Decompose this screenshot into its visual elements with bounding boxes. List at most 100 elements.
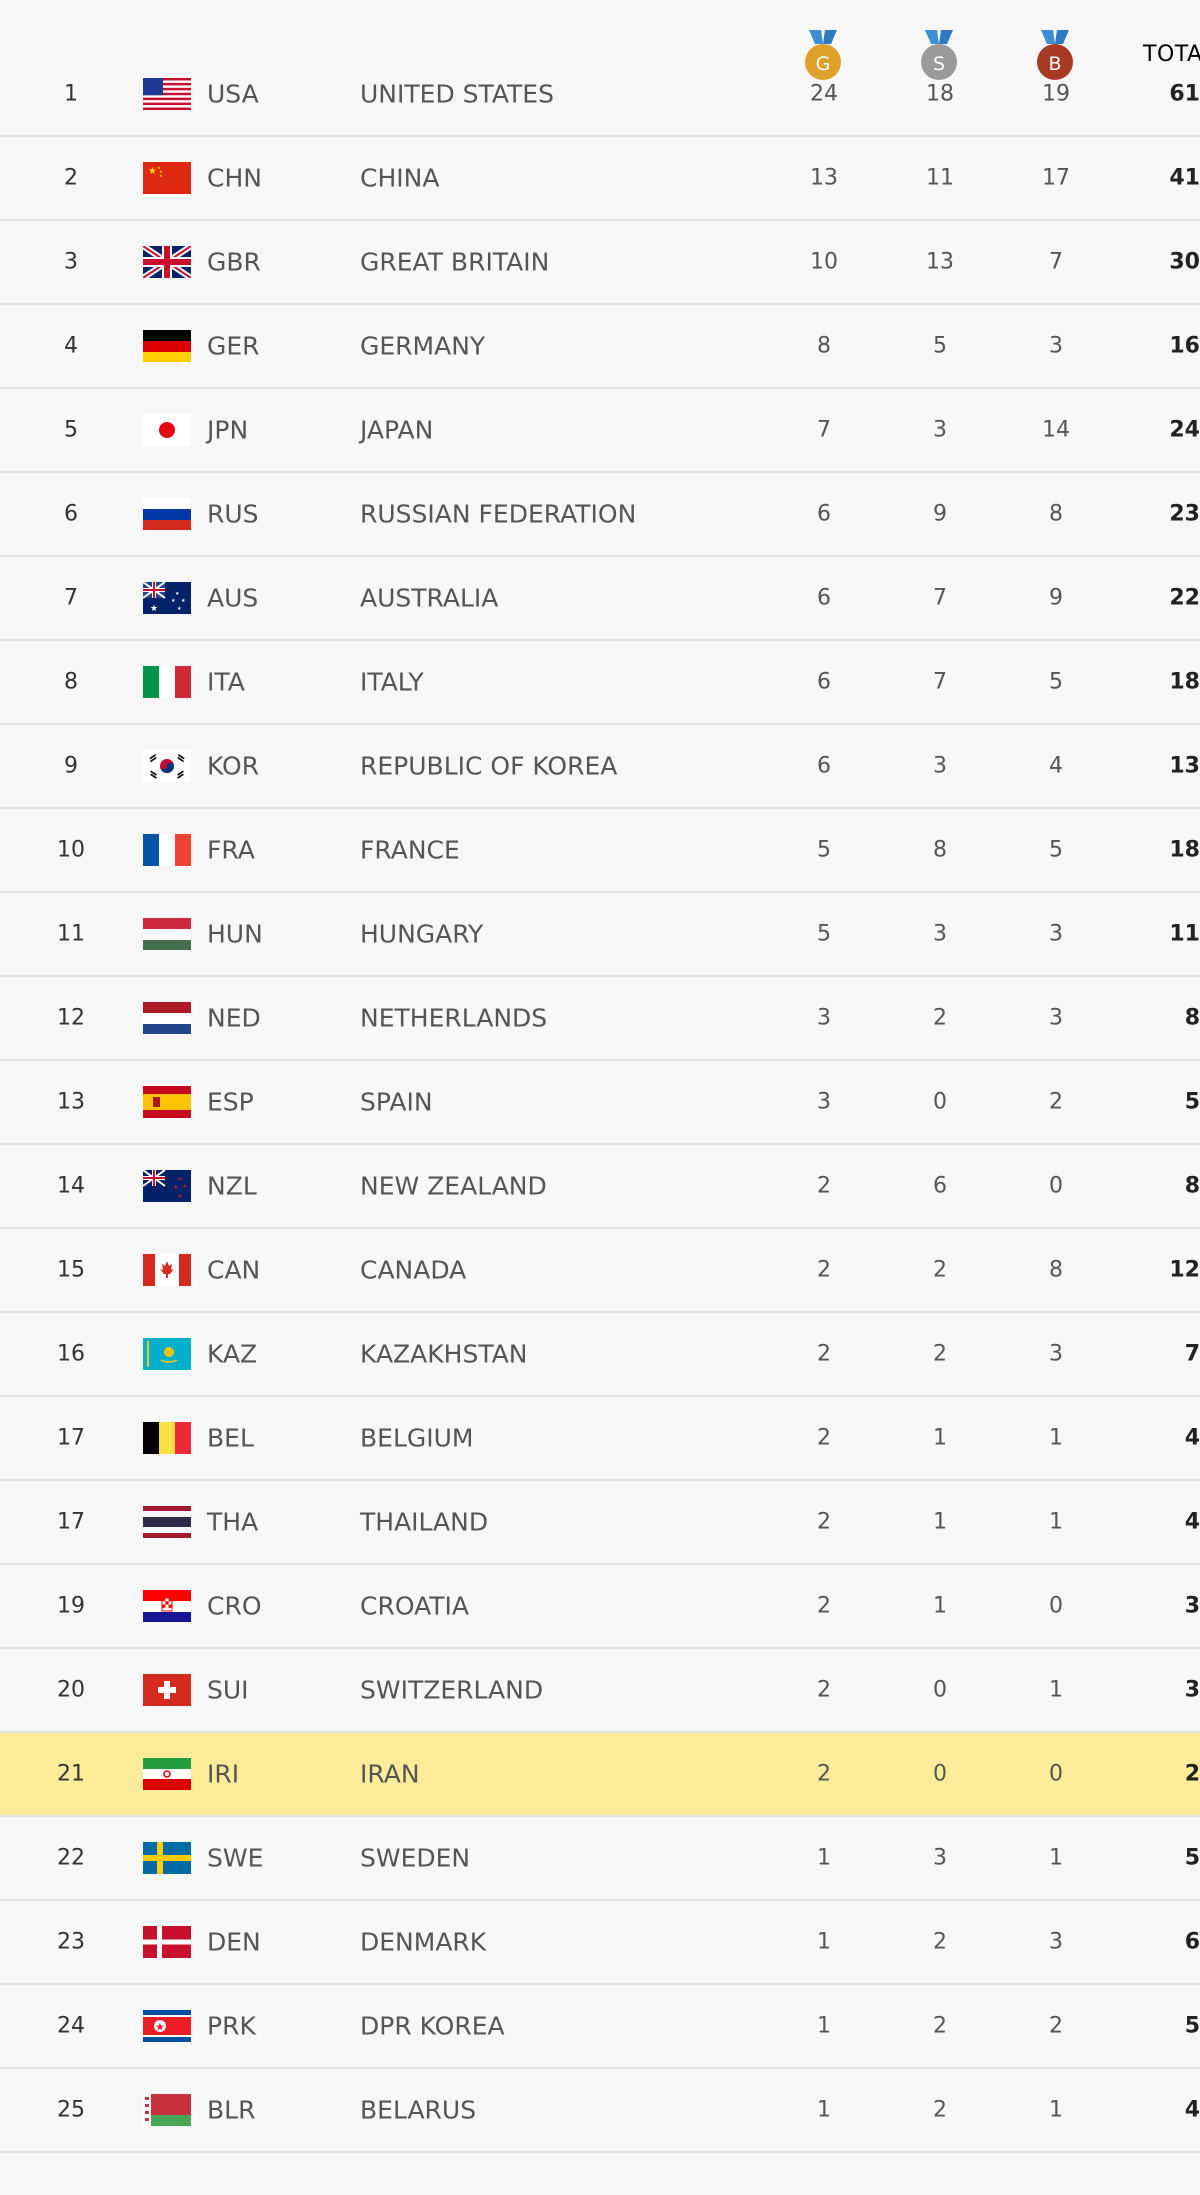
svg-text:★: ★ (150, 604, 158, 614)
table-row[interactable]: 12 NED NETHERLANDS 3 2 3 8 (0, 977, 1200, 1061)
country-name-cell[interactable]: HUNGARY (360, 919, 484, 949)
table-row[interactable]: 19 CRO CROATIA 2 1 0 3 (0, 1565, 1200, 1649)
country-code-cell: JPN (207, 415, 249, 445)
table-row[interactable]: 17 BEL BELGIUM 2 1 1 4 (0, 1397, 1200, 1481)
total-count-cell: 30 (1169, 249, 1200, 275)
table-row[interactable]: 17 THA THAILAND 2 1 1 4 (0, 1481, 1200, 1565)
svg-text:★: ★ (155, 2021, 165, 2034)
country-name-cell[interactable]: SWEDEN (360, 1843, 471, 1873)
gold-count-cell: 2 (817, 1425, 831, 1451)
rank-cell: 19 (57, 1593, 85, 1619)
country-name-cell[interactable]: JAPAN (360, 415, 434, 445)
svg-text:★: ★ (173, 1184, 178, 1191)
table-row[interactable]: 25 BLR BELARUS 1 2 1 4 (0, 2069, 1200, 2153)
table-row[interactable]: 16 KAZ KAZAKHSTAN 2 2 3 7 (0, 1313, 1200, 1397)
table-row[interactable]: 23 DEN DENMARK 1 2 3 6 (0, 1901, 1200, 1985)
rank-cell: 9 (64, 753, 78, 779)
table-row[interactable]: 6 RUS RUSSIAN FEDERATION 6 9 8 23 (0, 473, 1200, 557)
table-row[interactable]: 24 ★ PRK DPR KOREA 1 2 2 5 (0, 1985, 1200, 2069)
hungary-flag-icon (143, 918, 191, 950)
bronze-count-cell: 9 (1049, 585, 1063, 611)
rank-cell: 21 (57, 1761, 85, 1787)
country-name-cell[interactable]: SWITZERLAND (360, 1675, 544, 1705)
table-row[interactable]: 15 CAN CANADA 2 2 8 12 (0, 1229, 1200, 1313)
total-count-cell: 11 (1169, 921, 1200, 947)
silver-count-cell: 0 (933, 1677, 947, 1703)
total-count-cell: 6 (1184, 1929, 1200, 1955)
gold-count-cell: 7 (817, 417, 831, 443)
gold-count-cell: 6 (817, 585, 831, 611)
country-code-cell: GBR (207, 247, 261, 277)
country-name-cell[interactable]: NEW ZEALAND (360, 1171, 547, 1201)
table-row[interactable]: 10 FRA FRANCE 5 8 5 18 (0, 809, 1200, 893)
bronze-medal-icon: B (1033, 30, 1077, 82)
table-row[interactable]: 22 SWE SWEDEN 1 3 1 5 (0, 1817, 1200, 1901)
country-name-cell[interactable]: AUSTRALIA (360, 583, 499, 613)
country-code-cell: KAZ (207, 1339, 258, 1369)
bronze-count-cell: 8 (1049, 501, 1063, 527)
country-name-cell[interactable]: THAILAND (360, 1507, 489, 1537)
table-row[interactable]: 8 ITA ITALY 6 7 5 18 (0, 641, 1200, 725)
silver-count-cell: 1 (933, 1509, 947, 1535)
table-row[interactable]: 1 USA UNITED STATES 24 18 19 61 (0, 53, 1200, 137)
country-name-cell[interactable]: IRAN (360, 1759, 420, 1789)
country-code-cell: ITA (207, 667, 245, 697)
country-name-cell[interactable]: CANADA (360, 1255, 467, 1285)
country-name-cell[interactable]: BELGIUM (360, 1423, 474, 1453)
china-flag-icon: ★ ★ ★ ★ (143, 162, 191, 194)
country-name-cell[interactable]: ITALY (360, 667, 424, 697)
country-name-cell[interactable]: RUSSIAN FEDERATION (360, 499, 637, 529)
table-row[interactable]: 5 JPN JAPAN 7 3 14 24 (0, 389, 1200, 473)
table-row[interactable]: 14 ★ ★ ★ ★ NZL NEW ZEALAND 2 6 0 8 (0, 1145, 1200, 1229)
country-name-cell[interactable]: DENMARK (360, 1927, 487, 1957)
silver-count-cell: 1 (933, 1593, 947, 1619)
country-name-cell[interactable]: GERMANY (360, 331, 486, 361)
country-name-cell[interactable]: REPUBLIC OF KOREA (360, 751, 618, 781)
country-name-cell[interactable]: BELARUS (360, 2095, 477, 2125)
new-zealand-flag-icon: ★ ★ ★ ★ (143, 1170, 191, 1202)
country-name-cell[interactable]: FRANCE (360, 835, 460, 865)
svg-text:★: ★ (159, 169, 163, 174)
table-row[interactable]: 11 HUN HUNGARY 5 3 3 11 (0, 893, 1200, 977)
iran-flag-icon (143, 1758, 191, 1790)
gold-medal-icon: G (801, 30, 845, 82)
table-row[interactable]: 7 ★ ★ ★ ★ ★ AUS AUSTRALIA 6 7 9 22 (0, 557, 1200, 641)
bronze-count-cell: 1 (1049, 1677, 1063, 1703)
gold-count-cell: 1 (817, 2013, 831, 2039)
total-count-cell: 16 (1169, 333, 1200, 359)
table-row[interactable]: 4 GER GERMANY 8 5 3 16 (0, 305, 1200, 389)
total-column-header[interactable]: TOTAL (1143, 42, 1200, 67)
table-row[interactable]: 21 IRI IRAN 2 0 0 2 (0, 1733, 1200, 1817)
silver-count-cell: 7 (933, 585, 947, 611)
country-name-cell[interactable]: DPR KOREA (360, 2011, 505, 2041)
bronze-count-cell: 3 (1049, 1005, 1063, 1031)
country-name-cell[interactable]: KAZAKHSTAN (360, 1339, 528, 1369)
table-row[interactable]: 2 ★ ★ ★ ★ CHN CHINA 13 11 17 41 (0, 137, 1200, 221)
gold-count-cell: 2 (817, 1173, 831, 1199)
silver-count-cell: 11 (926, 165, 954, 191)
rank-cell: 14 (57, 1173, 85, 1199)
silver-count-cell: 9 (933, 501, 947, 527)
spain-flag-icon (143, 1086, 191, 1118)
table-row[interactable]: 3 GBR GREAT BRITAIN 10 13 7 30 (0, 221, 1200, 305)
bronze-count-cell: 14 (1042, 417, 1070, 443)
silver-count-cell: 2 (933, 1257, 947, 1283)
country-name-cell[interactable]: CHINA (360, 163, 440, 193)
country-name-cell[interactable]: SPAIN (360, 1087, 433, 1117)
country-name-cell[interactable]: UNITED STATES (360, 79, 554, 109)
country-code-cell: NZL (207, 1171, 257, 1201)
silver-count-cell: 2 (933, 2097, 947, 2123)
rank-cell: 22 (57, 1845, 85, 1871)
table-row[interactable]: 13 ESP SPAIN 3 0 2 5 (0, 1061, 1200, 1145)
country-name-cell[interactable]: GREAT BRITAIN (360, 247, 550, 277)
japan-flag-icon (143, 414, 191, 446)
silver-count-cell: 3 (933, 1845, 947, 1871)
bronze-count-cell: 3 (1049, 1929, 1063, 1955)
table-row[interactable]: 9 KOR REPUBLIC OF KOREA 6 3 4 13 (0, 725, 1200, 809)
country-code-cell: BEL (207, 1423, 254, 1453)
svg-text:★: ★ (157, 165, 161, 170)
country-name-cell[interactable]: NETHERLANDS (360, 1003, 548, 1033)
table-row[interactable]: 20 SUI SWITZERLAND 2 0 1 3 (0, 1649, 1200, 1733)
country-name-cell[interactable]: CROATIA (360, 1591, 469, 1621)
